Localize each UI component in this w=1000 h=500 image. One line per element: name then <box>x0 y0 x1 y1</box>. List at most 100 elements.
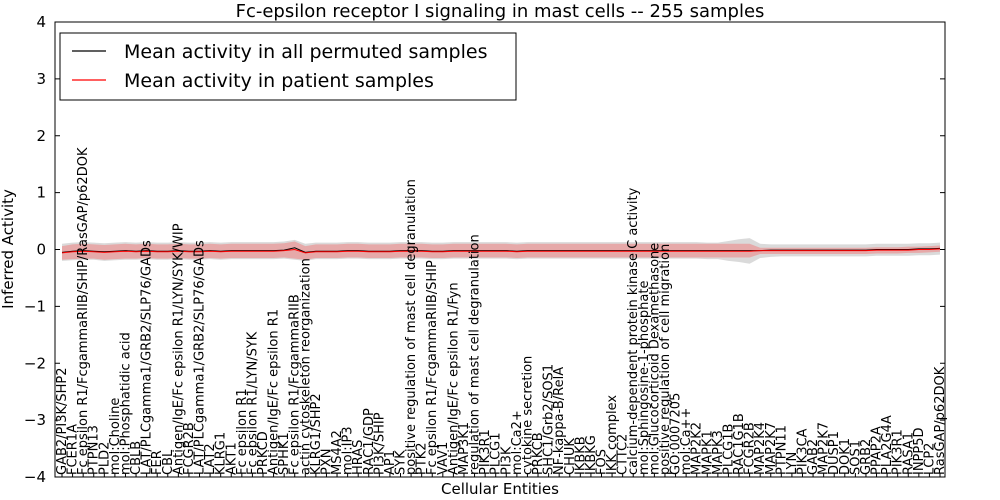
y-tick-label: 2 <box>36 127 46 145</box>
x-tick-label: Antigen/IgE/Fc epsilon R1/LYN/SYK/WIP <box>171 223 186 475</box>
x-tick-label: Fc epsilon R1/FcgammaRIIB/SHIP/RasGAP/p6… <box>76 147 91 475</box>
legend-box <box>59 32 517 101</box>
x-tick-label: FER <box>150 450 165 475</box>
y-tick-label: −2 <box>24 354 46 372</box>
series-lines <box>61 247 941 254</box>
x-tick-label: mol:Choline <box>108 398 123 475</box>
x-tick-label: mol:Sphingosine-1-phosphate <box>637 281 652 475</box>
x-tick-label: KLRG1/SHP2 <box>309 393 324 475</box>
y-tick-label: 0 <box>36 241 46 259</box>
x-tick-label: MAP2K7 <box>817 422 832 475</box>
x-tick-label: RAC1G1B <box>732 413 747 475</box>
x-tick-label: DOK1 <box>838 438 853 475</box>
x-tick-label: FCGR2B <box>182 422 197 475</box>
x-tick-label: PTK2 <box>415 442 430 475</box>
x-tick-label: mol:Phosphatidic acid <box>118 332 133 475</box>
y-axis-label: Inferred Activity <box>0 189 17 309</box>
x-tick-label: FCER1A <box>66 424 81 475</box>
y-tick-label: 1 <box>36 184 46 202</box>
legend-entry-patient: Mean activity in patient samples <box>124 70 434 92</box>
x-tick-label: FCGR2B <box>743 422 758 475</box>
x-tick-label: MS4A2 <box>330 430 345 475</box>
x-tick-label: LAT2 <box>203 443 218 475</box>
x-tick-label: mol:Glucocorticoid Dexamethasone <box>647 243 662 475</box>
x-tick-label: PIK3R1 <box>891 429 906 475</box>
x-tick-label: MAP2K7 <box>764 422 779 475</box>
x-tick-label: PTPN11 <box>774 425 789 475</box>
line-series-0 <box>61 247 941 253</box>
x-tick-label: PRKCB <box>531 432 546 475</box>
x-tick-label: CBL <box>161 449 176 475</box>
x-tick-label: Antigen/IgE/Fc epsilon R1 <box>267 309 282 475</box>
x-tick-label: GO:0007205 <box>669 393 684 475</box>
y-tick-label: 3 <box>36 70 46 88</box>
x-tick-label: AP1 <box>383 450 398 475</box>
x-tick-label: calcium-dependent protein kinase C activ… <box>626 187 641 475</box>
x-tick-label: PLA2G4A <box>880 415 895 475</box>
x-tick-label: MAPK3 <box>711 430 726 475</box>
y-tick-label: −1 <box>24 297 46 315</box>
y-tick-label: −4 <box>24 468 46 486</box>
x-tick-label: NF-kappa-B/RelA <box>552 367 567 475</box>
x-tick-label: RAC1/GDP <box>362 408 377 475</box>
x-tick-label: PI3K <box>499 446 514 475</box>
line-series-1 <box>61 248 941 254</box>
x-tick-label: HRAS <box>351 440 366 475</box>
x-tick-label: KLRG1 <box>214 432 229 475</box>
x-axis-label: Cellular Entities <box>441 480 559 498</box>
y-axis: 4 3 2 1 0 −1 −2 −3 −4 <box>24 13 945 486</box>
x-tick-label: PIK3R1 <box>478 429 493 475</box>
x-tick-label: CHUK <box>563 438 578 475</box>
x-tick-label: Fc epsilon R1/FcgammaRIIB/SHIP <box>425 260 440 475</box>
x-tick-label: MAP2K2 <box>690 422 705 475</box>
x-tick-label: AKT1 <box>224 442 239 475</box>
legend: Mean activity in all permuted samples Me… <box>59 32 517 101</box>
x-tick-label: SHC1/Grb2/SOS1 <box>542 364 557 475</box>
x-tick-label: RASA1 <box>901 432 916 475</box>
x-tick-label: positive regulation of cell migration <box>658 244 673 475</box>
x-tick-label: actin cytoskeleton reorganization <box>298 258 313 475</box>
x-tick-label: PLD2 <box>97 442 112 475</box>
x-tick-label: Fc epsilon R1 <box>235 388 250 475</box>
x-tick-label: GAB2/PI3K/SHP2 <box>55 367 70 475</box>
x-tick-label: cytokine secretion <box>520 356 535 475</box>
x-tick-label: PPAP2A <box>870 426 885 475</box>
x-tick-label: LYN <box>785 452 800 475</box>
x-tick-label: RasGAP/p62DOK <box>933 366 948 475</box>
x-tick-label: DUSP1 <box>827 431 842 475</box>
chart-title: Fc-epsilon receptor I signaling in mast … <box>236 1 765 22</box>
x-tick-label: PIK3CA <box>795 428 810 475</box>
x-tick-label: MAPK1 <box>700 430 715 475</box>
x-tick-label: IKK complex <box>605 395 620 475</box>
x-tick-label: regulation of mast cell degranulation <box>468 234 483 475</box>
x-tick-label: mol:IP3 <box>341 426 356 475</box>
x-tick-label: SYK <box>394 450 409 475</box>
x-tick-label: MAP2K4 <box>753 422 768 475</box>
x-tick-label: PXN <box>319 449 334 475</box>
x-tick-label: CBLB <box>129 441 144 475</box>
x-tick-label: mol:Ca2+ <box>510 410 525 475</box>
x-tick-label: IKBKB <box>573 436 588 475</box>
legend-entry-permuted: Mean activity in all permuted samples <box>124 41 487 63</box>
x-tick-label: PRKCD <box>256 431 271 475</box>
x-tick-label: IKBKG <box>584 435 599 475</box>
x-tick-label: VAV1 <box>436 442 451 475</box>
x-tick-label: GAB2 <box>806 439 821 475</box>
x-tick-label: mol:Ca++ <box>679 408 694 475</box>
plot-frame <box>54 21 946 478</box>
x-tick-label: PLCG1 <box>489 432 504 475</box>
x-tick-label: Fc epsilon R1/FcgammaRIIB <box>288 294 303 475</box>
y-tick-label: −3 <box>24 411 46 429</box>
x-tick-label: PTPN13 <box>87 425 102 475</box>
x-tick-label: CTTC2 <box>616 434 631 475</box>
x-tick-label: GRB2 <box>859 439 874 475</box>
x-tick-label: LCP2 <box>922 443 937 475</box>
x-tick-label: INPP5D <box>912 427 927 475</box>
x-tick-label: LAT/PLCgamma1/GRB2/SLP76/GADs <box>140 240 155 475</box>
x-tick-label: FOS <box>594 449 609 475</box>
x-tick-label: SPHK1 <box>277 432 292 475</box>
x-tick-label: MAP3K1 <box>457 422 472 475</box>
x-tick-label: positive regulation of mast cell degranu… <box>404 179 419 475</box>
